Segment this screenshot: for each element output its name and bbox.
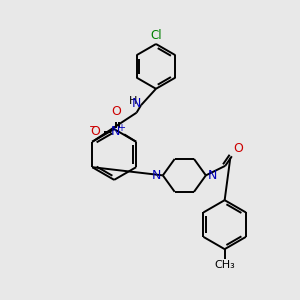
Text: +: +: [117, 123, 125, 133]
Text: CH₃: CH₃: [214, 260, 235, 271]
Text: Cl: Cl: [150, 28, 162, 42]
Text: N: N: [132, 97, 141, 110]
Text: O: O: [111, 105, 121, 118]
Text: O: O: [233, 142, 243, 155]
Text: N: N: [208, 169, 217, 182]
Text: O: O: [90, 125, 100, 138]
Text: N: N: [111, 125, 121, 138]
Text: −: −: [89, 122, 98, 132]
Text: H: H: [129, 96, 137, 106]
Text: N: N: [152, 169, 161, 182]
